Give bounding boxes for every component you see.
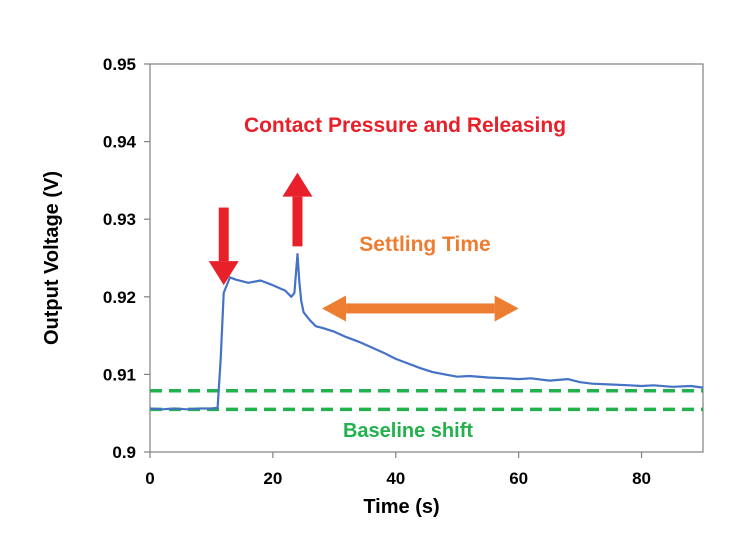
- x-tick-label: 40: [386, 469, 405, 488]
- x-axis-label: Time (s): [363, 496, 439, 518]
- x-tick-label: 20: [263, 469, 282, 488]
- x-axis: 0 20 40 60 80: [145, 452, 651, 488]
- up-arrow-icon: [282, 172, 313, 247]
- series-group: [149, 253, 704, 411]
- plot-area: [149, 63, 704, 453]
- baseline-shift-annotation: Baseline shift: [343, 420, 473, 442]
- y-tick-label: 0.94: [103, 133, 137, 152]
- y-tick-label: 0.91: [103, 365, 136, 384]
- x-tick-label: 0: [145, 469, 154, 488]
- y-axis: 0.9 0.91 0.92 0.93 0.94 0.95: [103, 55, 150, 462]
- y-tick-label: 0.95: [103, 55, 136, 74]
- y-tick-label: 0.93: [103, 210, 136, 229]
- y-tick-label: 0.9: [112, 443, 136, 462]
- y-axis-label: Output Voltage (V): [41, 171, 63, 345]
- x-tick-label: 80: [632, 469, 651, 488]
- double-arrow-icon: [322, 295, 519, 322]
- baseline-reference-lines: [150, 388, 703, 412]
- down-arrow-icon: [208, 207, 239, 286]
- annotation-arrows: [208, 172, 519, 322]
- contact-pressure-annotation: Contact Pressure and Releasing: [244, 114, 566, 137]
- settling-time-annotation: Settling Time: [359, 233, 490, 256]
- voltage-series-line: [149, 253, 704, 411]
- x-tick-label: 60: [509, 469, 528, 488]
- y-tick-label: 0.92: [103, 288, 136, 307]
